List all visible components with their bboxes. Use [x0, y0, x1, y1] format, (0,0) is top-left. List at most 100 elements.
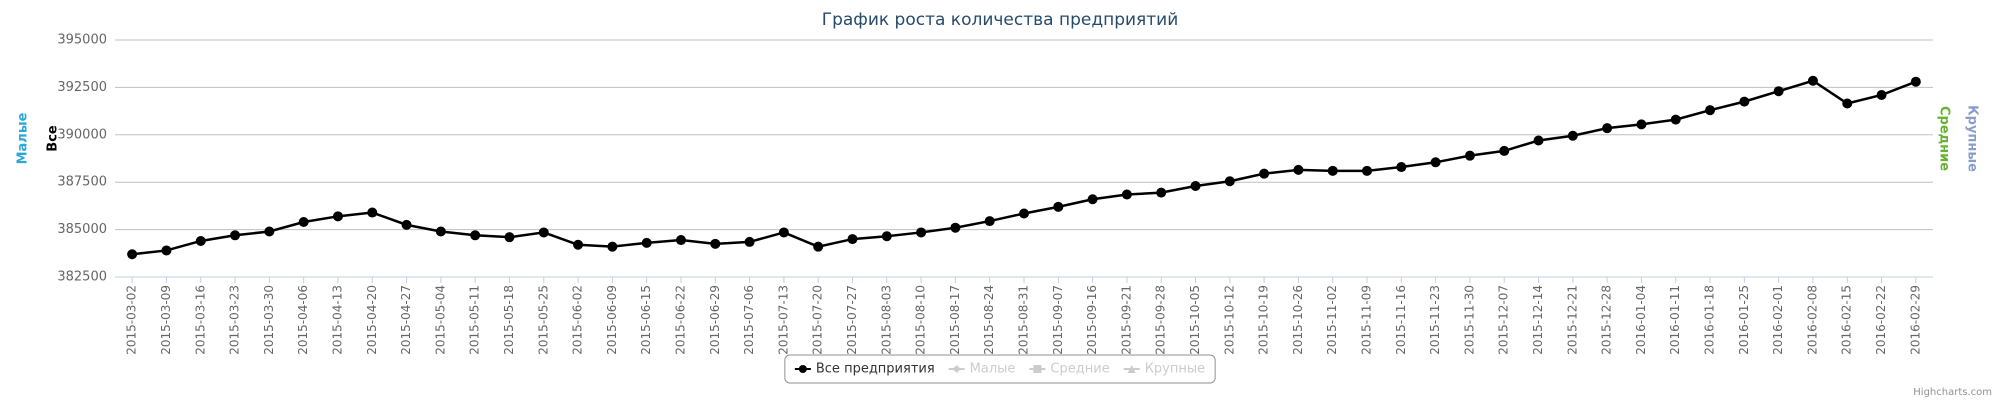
legend-item[interactable]: Крупные — [1123, 362, 1205, 377]
x-tick-label: 2015-06-02 — [571, 285, 585, 355]
legend-label: Малые — [970, 362, 1016, 377]
marker — [573, 239, 584, 250]
x-tick-label: 2015-03-02 — [125, 285, 139, 355]
marker — [470, 230, 481, 241]
x-tick-label: 2015-06-22 — [673, 285, 687, 355]
marker — [984, 216, 995, 227]
x-tick-label: 2015-08-10 — [914, 285, 928, 355]
y-tick-label: 385000 — [57, 222, 107, 237]
x-tick-label: 2016-02-29 — [1908, 285, 1922, 355]
x-tick-label: 2015-11-09 — [1360, 285, 1374, 355]
x-tick-label: 2015-04-06 — [296, 285, 310, 355]
y-tick-label: 382500 — [57, 270, 107, 285]
marker — [367, 207, 378, 218]
x-tick-label: 2015-12-07 — [1497, 285, 1511, 355]
x-tick-label: 2015-04-20 — [365, 285, 379, 355]
marker — [641, 237, 652, 248]
chart-title: График роста количества предприятий — [822, 10, 1179, 30]
marker — [1499, 145, 1510, 156]
marker — [1053, 201, 1064, 212]
x-tick-label: 2015-03-23 — [228, 285, 242, 355]
marker — [1019, 208, 1029, 219]
marker — [1773, 86, 1784, 97]
marker — [675, 235, 686, 246]
marker — [1033, 365, 1042, 373]
marker — [1156, 187, 1167, 198]
marker — [1396, 162, 1407, 173]
x-tick-label: 2015-08-31 — [1017, 285, 1031, 355]
x-tick-label: 2015-03-16 — [193, 285, 207, 355]
legend-label: Все предприятия — [816, 362, 935, 377]
marker — [1087, 194, 1098, 205]
x-tick-label: 2015-05-04 — [433, 285, 447, 355]
x-tick-label: 2015-05-18 — [502, 285, 516, 355]
x-tick-label: 2015-11-02 — [1325, 285, 1339, 355]
x-tick-label: 2016-01-18 — [1703, 285, 1717, 355]
marker — [1567, 130, 1578, 141]
axis-title: Малые — [16, 112, 31, 164]
x-tick-label: 2015-11-30 — [1462, 285, 1476, 355]
legend: Все предприятия Малые Средние Крупные — [784, 354, 1216, 384]
marker — [950, 222, 961, 233]
marker — [195, 235, 206, 246]
marker — [1842, 98, 1853, 109]
x-tick-label: 2015-11-16 — [1394, 285, 1408, 355]
marker — [1127, 365, 1136, 373]
x-tick-label: 2015-09-28 — [1154, 285, 1168, 355]
marker — [264, 226, 275, 237]
marker — [538, 227, 549, 238]
legend-item[interactable]: Все предприятия — [794, 362, 935, 377]
marker — [710, 238, 721, 249]
marker — [401, 219, 412, 230]
marker — [230, 230, 241, 241]
x-tick-label: 2015-09-21 — [1119, 285, 1133, 355]
marker — [607, 241, 618, 252]
x-tick-label: 2015-09-07 — [1051, 285, 1065, 355]
x-tick-label: 2015-10-05 — [1188, 285, 1202, 355]
x-tick-label: 2015-07-06 — [742, 285, 756, 355]
x-tick-label: 2016-02-22 — [1874, 285, 1888, 355]
x-tick-label: 2016-02-08 — [1805, 285, 1819, 355]
legend-item[interactable]: Средние — [1029, 362, 1110, 377]
marker — [1293, 164, 1304, 175]
marker — [1876, 89, 1887, 100]
x-tick-label: 2015-07-27 — [845, 285, 859, 355]
marker — [1670, 114, 1681, 125]
marker — [952, 365, 961, 373]
x-tick-label: 2015-05-25 — [536, 285, 550, 355]
x-tick-label: 2016-01-11 — [1668, 285, 1682, 355]
axis-title: Все — [46, 125, 61, 152]
legend-item[interactable]: Малые — [948, 362, 1016, 377]
marker — [778, 227, 789, 238]
credits[interactable]: Highcharts.com — [1913, 387, 1992, 398]
marker — [1121, 189, 1132, 200]
marker — [798, 365, 807, 373]
marker — [1259, 168, 1270, 179]
y-tick-label: 390000 — [57, 127, 107, 142]
x-tick-label: 2015-07-13 — [776, 285, 790, 355]
marker — [1533, 135, 1544, 146]
marker — [161, 245, 172, 256]
marker — [881, 231, 892, 242]
marker — [1910, 76, 1921, 87]
marker — [1224, 176, 1235, 187]
x-tick-label: 2015-07-20 — [811, 285, 825, 355]
marker — [1430, 157, 1441, 168]
marker — [1705, 105, 1716, 116]
x-tick-label: 2015-12-21 — [1565, 285, 1579, 355]
x-tick-label: 2015-09-16 — [1085, 285, 1099, 355]
marker — [1636, 119, 1647, 130]
x-tick-label: 2015-08-17 — [948, 285, 962, 355]
y-tick-label: 395000 — [57, 33, 107, 48]
axis-title: Средние — [1937, 106, 1952, 171]
x-tick-label: 2015-06-29 — [708, 285, 722, 355]
x-tick-label: 2015-12-28 — [1600, 285, 1614, 355]
marker — [1739, 96, 1750, 107]
x-tick-label: 2015-12-14 — [1531, 285, 1545, 355]
marker — [435, 226, 446, 237]
marker — [1464, 150, 1475, 161]
marker — [1190, 180, 1201, 191]
legend-label: Крупные — [1145, 362, 1205, 377]
marker — [1807, 75, 1818, 86]
